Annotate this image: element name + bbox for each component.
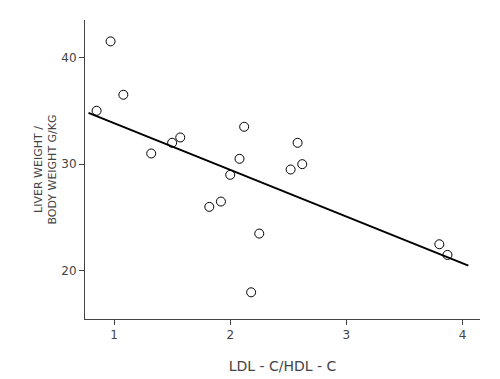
svg-text:4: 4 bbox=[459, 328, 467, 342]
svg-text:LDL - C/HDL - C: LDL - C/HDL - C bbox=[229, 358, 337, 374]
svg-text:30: 30 bbox=[61, 157, 76, 171]
svg-text:3: 3 bbox=[343, 328, 351, 342]
svg-text:2: 2 bbox=[226, 328, 234, 342]
svg-text:20: 20 bbox=[61, 264, 76, 278]
svg-text:LIVER WEIGHT /BODY WEIGHT G/KG: LIVER WEIGHT /BODY WEIGHT G/KG bbox=[32, 114, 59, 224]
svg-text:1: 1 bbox=[110, 328, 118, 342]
svg-text:40: 40 bbox=[61, 51, 76, 65]
